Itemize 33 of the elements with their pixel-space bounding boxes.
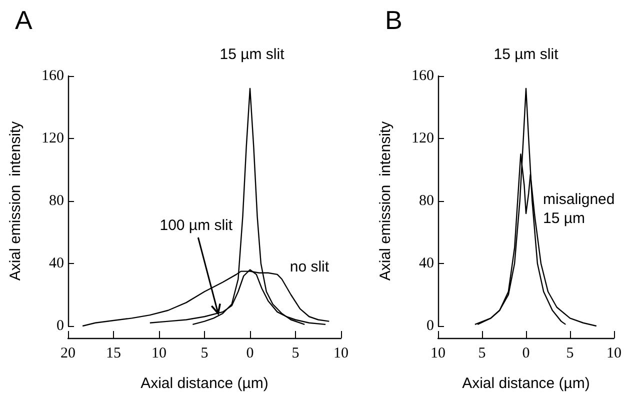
x-tick-label: 5 [566, 346, 574, 362]
x-tick-label: 15 [106, 346, 121, 362]
y-axis-title: Axial emission intensity [7, 120, 24, 281]
x-tick-label: 5 [292, 346, 300, 362]
text: 15 µm slit [220, 46, 286, 63]
x-tick-label: 0 [522, 346, 530, 362]
x-tick-label: 10 [152, 346, 166, 362]
y-tick-label: 160 [42, 68, 64, 84]
chart-title: A [15, 5, 33, 35]
annotation: misaligned 15 µm [543, 190, 619, 227]
y-tick-label: 120 [42, 130, 64, 146]
y-tick-label: 80 [419, 193, 434, 209]
chart-title: B [385, 5, 402, 35]
x-tick-label: 0 [246, 346, 254, 362]
annotation: no slit [290, 258, 330, 276]
annotation: 100 µm slit [160, 217, 234, 234]
x-tick-label: 5 [478, 346, 486, 362]
y-tick-label: 0 [56, 318, 64, 334]
y-tick-label: 40 [49, 256, 64, 272]
x-tick-label: 5 [200, 346, 208, 362]
x-tick-label: 20 [60, 346, 76, 362]
y-tick-label: 160 [412, 68, 434, 84]
x-tick-label: 10 [334, 346, 348, 362]
x-axis-title: Axial distance (µm) [140, 375, 268, 392]
y-tick-label: 0 [426, 318, 434, 334]
y-axis-title: Axial emission intensity [377, 120, 394, 281]
y-tick-label: 80 [49, 193, 64, 209]
y-tick-label: 40 [419, 256, 434, 272]
text: 15 µm slit [494, 46, 560, 63]
x-tick-label: 10 [606, 346, 622, 362]
y-tick-label: 120 [412, 130, 434, 146]
x-tick-label: 10 [430, 346, 446, 362]
x-axis-title: Axial distance (µm) [462, 375, 590, 392]
